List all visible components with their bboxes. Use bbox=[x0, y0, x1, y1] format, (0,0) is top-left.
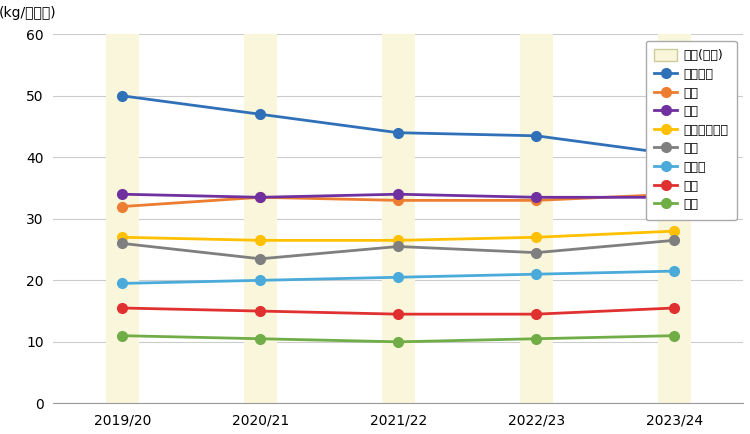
ブラジル bbox=[670, 151, 679, 157]
インドネシア bbox=[532, 235, 541, 240]
ブラジル bbox=[118, 93, 127, 99]
Bar bbox=[244, 34, 277, 403]
米国 bbox=[394, 192, 403, 197]
中国 bbox=[670, 333, 679, 338]
Line: 日本: 日本 bbox=[118, 303, 679, 319]
日本 bbox=[394, 312, 403, 317]
Text: (kg/人・年): (kg/人・年) bbox=[0, 6, 56, 20]
Bar bbox=[106, 34, 139, 403]
Bar bbox=[382, 34, 415, 403]
中国 bbox=[256, 336, 265, 342]
インド bbox=[118, 281, 127, 286]
日本 bbox=[118, 306, 127, 311]
インド bbox=[394, 275, 403, 280]
インドネシア bbox=[118, 235, 127, 240]
Line: インド: インド bbox=[118, 266, 679, 288]
インド bbox=[256, 278, 265, 283]
米国 bbox=[670, 195, 679, 200]
英国 bbox=[532, 250, 541, 255]
日本 bbox=[670, 306, 679, 311]
豪州 bbox=[532, 198, 541, 203]
インドネシア bbox=[670, 229, 679, 234]
Line: 米国: 米国 bbox=[118, 189, 679, 202]
中国 bbox=[532, 336, 541, 342]
英国 bbox=[394, 244, 403, 249]
英国 bbox=[118, 241, 127, 246]
米国 bbox=[256, 195, 265, 200]
ブラジル bbox=[394, 130, 403, 135]
Bar bbox=[658, 34, 691, 403]
日本 bbox=[256, 309, 265, 314]
英国 bbox=[670, 238, 679, 243]
Bar bbox=[520, 34, 553, 403]
米国 bbox=[118, 192, 127, 197]
Line: 英国: 英国 bbox=[118, 236, 679, 264]
豪州 bbox=[670, 192, 679, 197]
インド bbox=[532, 272, 541, 277]
豪州 bbox=[256, 195, 265, 200]
豪州 bbox=[394, 198, 403, 203]
Line: ブラジル: ブラジル bbox=[118, 91, 679, 159]
インドネシア bbox=[256, 238, 265, 243]
Line: インドネシア: インドネシア bbox=[118, 226, 679, 245]
Line: 豪州: 豪州 bbox=[118, 189, 679, 211]
インド bbox=[670, 269, 679, 274]
インドネシア bbox=[394, 238, 403, 243]
豪州 bbox=[118, 204, 127, 209]
中国 bbox=[394, 339, 403, 345]
中国 bbox=[118, 333, 127, 338]
日本 bbox=[532, 312, 541, 317]
ブラジル bbox=[532, 133, 541, 138]
Line: 中国: 中国 bbox=[118, 331, 679, 347]
Legend: 世界(平均), ブラジル, 豪州, 米国, インドネシア, 英国, インド, 日本, 中国: 世界(平均), ブラジル, 豪州, 米国, インドネシア, 英国, インド, 日… bbox=[646, 40, 736, 220]
米国 bbox=[532, 195, 541, 200]
ブラジル bbox=[256, 112, 265, 117]
英国 bbox=[256, 256, 265, 261]
